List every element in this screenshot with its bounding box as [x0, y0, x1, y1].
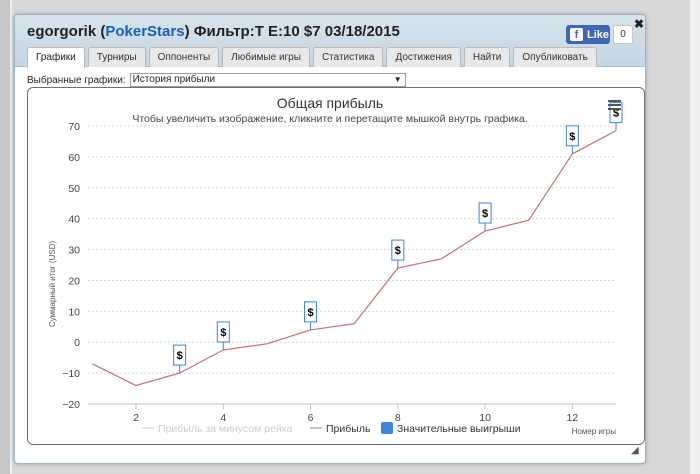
flag-label: $	[569, 131, 575, 143]
player-name: egorgorik	[27, 23, 97, 40]
flag-label: $	[395, 245, 401, 257]
x-tick-label: 10	[479, 412, 491, 424]
y-tick-label: −20	[62, 399, 80, 411]
tab-tournaments[interactable]: Турниры	[87, 47, 146, 67]
flag-box	[173, 344, 187, 366]
facebook-like-button[interactable]: f Like	[566, 25, 610, 44]
x-tick-label: 4	[220, 412, 226, 424]
chart-frame: 70 60 50 40 30 20 10 0 −10 −20 2 4 6 8 10 12 $ $ $ $ $ $ $ О…	[27, 87, 645, 445]
legend-item-net-profit[interactable]: Прибыль за минусом рейка	[142, 423, 293, 435]
facebook-like-count: 0	[613, 25, 633, 44]
flag-label: $	[220, 327, 226, 339]
x-axis-ticks: 2 4 6 8 10 12	[133, 404, 578, 424]
y-tick-label: 70	[68, 121, 80, 133]
x-axis-title: Номер игры	[572, 427, 617, 436]
tab-search[interactable]: Найти	[463, 47, 511, 67]
flag-label: $	[482, 208, 488, 220]
legend-item-profit[interactable]: Прибыль	[310, 423, 371, 435]
y-tick-label: 30	[68, 245, 80, 257]
profit-chart[interactable]: 70 60 50 40 30 20 10 0 −10 −20 2 4 6 8 10 12 $ $ $ $ $ $ $ О…	[28, 88, 644, 444]
y-tick-label: 20	[68, 275, 80, 287]
big-win-flag: $	[391, 239, 405, 269]
y-tick-label: 60	[68, 152, 80, 164]
chevron-down-icon: ▼	[393, 75, 402, 84]
y-tick-label: −10	[62, 368, 80, 380]
chart-grid	[88, 125, 616, 405]
flag-box	[609, 102, 623, 124]
big-win-flag: $	[565, 125, 579, 154]
y-tick-label: 10	[68, 306, 80, 318]
window-title: egorgorik (PokerStars) Фильтр:T E:10 $7 …	[27, 23, 400, 40]
flag-label: $	[177, 350, 183, 362]
big-win-flag: $	[478, 202, 492, 232]
x-tick-label: 2	[133, 412, 139, 424]
flag-box	[216, 321, 230, 343]
flag-label: $	[307, 307, 313, 319]
chart-select-value: История прибыли	[132, 74, 216, 85]
big-win-flag: $	[609, 102, 623, 131]
flag-box	[565, 125, 579, 147]
tab-bar: Графики Турниры Оппоненты Любимые игры С…	[27, 47, 597, 68]
facebook-icon: f	[570, 28, 583, 41]
resize-grip-icon[interactable]: ◢	[631, 445, 639, 456]
big-win-flag: $	[216, 321, 230, 350]
legend-label-net-profit: Прибыль за минусом рейка	[158, 423, 293, 435]
chart-select-row: Выбранные графики: История прибыли ▼	[27, 73, 406, 87]
legend: Прибыль за минусом рейка Прибыль Значите…	[142, 422, 521, 435]
legend-label-profit: Прибыль	[326, 423, 371, 435]
y-tick-label: 50	[68, 183, 80, 195]
profit-series-line	[92, 130, 617, 387]
site-link[interactable]: PokerStars	[105, 23, 185, 40]
chart-select-dropdown[interactable]: История прибыли ▼	[129, 73, 406, 87]
flag-box	[391, 239, 405, 261]
flag-box	[478, 202, 492, 224]
x-tick-label: 8	[395, 412, 401, 424]
chart-select-label: Выбранные графики:	[27, 74, 126, 86]
y-axis-title: Суммарный итог (USD)	[48, 241, 57, 328]
tab-favorite-games[interactable]: Любимые игры	[222, 47, 310, 67]
tab-opponents[interactable]: Оппоненты	[148, 47, 220, 67]
y-axis-ticks: 70 60 50 40 30 20 10 0 −10 −20	[62, 121, 80, 411]
y-tick-label: 0	[74, 337, 80, 349]
stats-window: egorgorik (PokerStars) Фильтр:T E:10 $7 …	[14, 14, 646, 464]
tab-publish[interactable]: Опубликовать	[513, 47, 597, 67]
tab-charts[interactable]: Графики	[27, 47, 85, 68]
tab-achievements[interactable]: Достижения	[386, 47, 461, 67]
chart-subtitle: Чтобы увеличить изображение, кликните и …	[132, 113, 527, 125]
flag-label: $	[613, 108, 619, 120]
left-background-strip	[0, 0, 10, 474]
menu-icon[interactable]	[608, 100, 621, 110]
big-win-flag: $	[304, 301, 318, 330]
window-titlebar: egorgorik (PokerStars) Фильтр:T E:10 $7 …	[15, 15, 645, 68]
x-tick-label: 6	[308, 412, 314, 424]
legend-label-big-wins: Значительные выигрыши	[397, 423, 521, 435]
y-tick-label: 40	[68, 214, 80, 226]
right-background-strip	[690, 0, 700, 474]
facebook-like-label: Like	[587, 28, 610, 41]
big-win-flag: $	[173, 344, 187, 374]
left-background-edge	[10, 0, 12, 474]
big-wins-markers: $ $ $ $ $ $ $	[173, 102, 623, 374]
legend-item-big-wins[interactable]: Значительные выигрыши	[381, 422, 521, 435]
flag-box	[304, 301, 318, 323]
close-icon[interactable]: ✖	[634, 17, 645, 31]
tab-statistics[interactable]: Статистика	[312, 47, 384, 67]
x-tick-label: 12	[567, 412, 579, 424]
chart-title: Общая прибыль	[277, 95, 383, 111]
filter-text: Фильтр:T E:10 $7 03/18/2015	[193, 23, 400, 40]
